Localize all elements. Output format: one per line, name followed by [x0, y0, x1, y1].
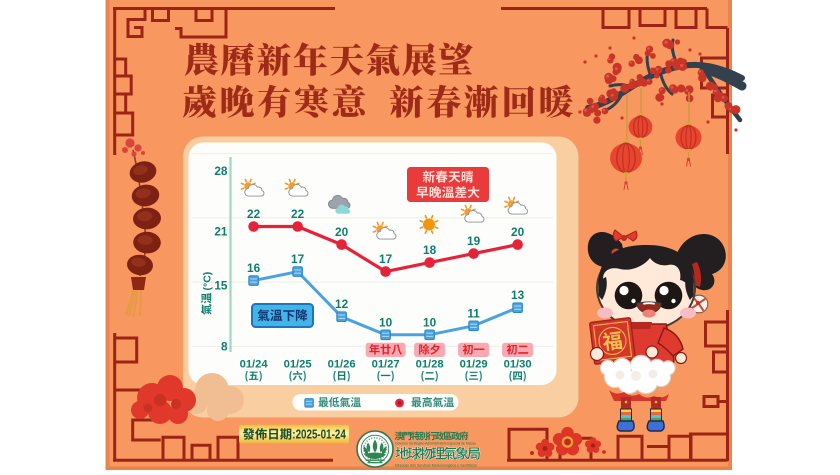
svg-text:20: 20: [511, 225, 525, 239]
svg-text:28: 28: [214, 164, 228, 178]
svg-text:17: 17: [379, 252, 393, 266]
svg-text:Governo da Regiao Administrati: Governo da Regiao Administrativa Especia…: [395, 441, 476, 445]
svg-text:22: 22: [291, 207, 305, 221]
svg-text:16: 16: [247, 261, 261, 275]
svg-text:8: 8: [221, 339, 228, 353]
svg-text:01/27: 01/27: [372, 358, 400, 370]
svg-text:18: 18: [423, 243, 437, 257]
svg-text:22: 22: [247, 207, 261, 221]
svg-text:13: 13: [511, 288, 525, 302]
svg-text:15: 15: [214, 279, 228, 293]
svg-text:20: 20: [335, 225, 349, 239]
svg-text:01/29: 01/29: [460, 358, 488, 370]
svg-text:10: 10: [379, 315, 393, 329]
svg-text:01/26: 01/26: [328, 358, 356, 370]
svg-text:11: 11: [467, 306, 480, 320]
svg-text:01/28: 01/28: [416, 358, 444, 370]
svg-text:01/24: 01/24: [240, 358, 269, 370]
svg-text:01/25: 01/25: [284, 358, 312, 370]
svg-text:12: 12: [335, 297, 349, 311]
svg-text:(°C): (°C): [202, 272, 214, 291]
svg-text::2025-01-24: :2025-01-24: [292, 428, 346, 442]
svg-text:17: 17: [291, 252, 305, 266]
svg-text:01/30: 01/30: [504, 358, 532, 370]
svg-text:21: 21: [214, 225, 228, 239]
svg-text:Direccao dos Servicos Meteorol: Direccao dos Servicos Meteorologicos e G…: [395, 463, 477, 467]
svg-text:19: 19: [467, 234, 481, 248]
svg-text:10: 10: [423, 315, 437, 329]
